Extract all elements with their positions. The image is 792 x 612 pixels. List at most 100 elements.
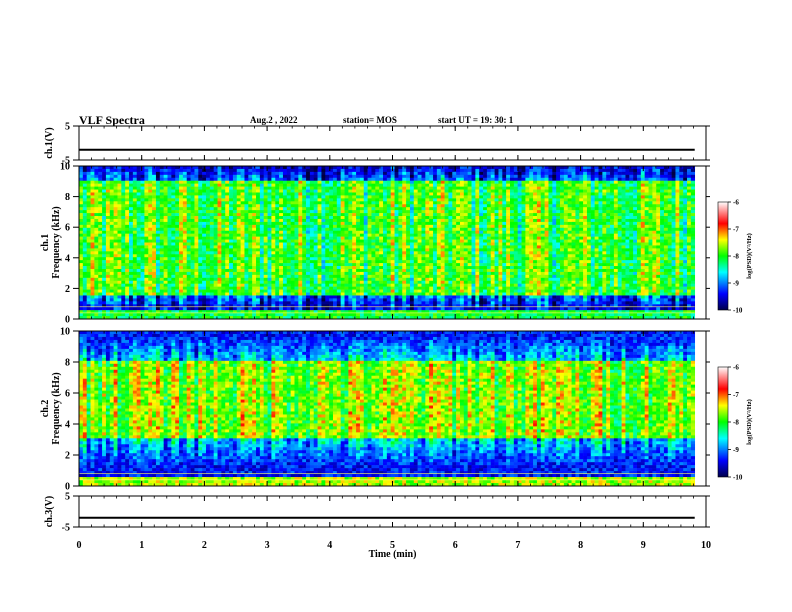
psd-cell (267, 227, 272, 232)
psd-cell (252, 277, 257, 282)
psd-cell (82, 236, 87, 240)
psd-cell (329, 251, 334, 255)
psd-cell (98, 204, 103, 208)
psd-cell (167, 218, 172, 223)
psd-cell (121, 227, 126, 232)
psd-cell (402, 174, 407, 179)
psd-cell (171, 210, 176, 214)
psd-cell (105, 236, 111, 240)
psd-cell (140, 286, 145, 290)
psd-cell (179, 216, 184, 220)
psd-cell (171, 292, 176, 296)
psd-cell (236, 218, 241, 223)
psd-cell (425, 236, 430, 240)
psd-cell (413, 213, 418, 217)
psd-cell (121, 254, 126, 258)
psd-cell (209, 218, 214, 223)
psd-cell (94, 242, 99, 246)
psd-cell (86, 313, 91, 317)
psd-cell (148, 218, 153, 223)
psd-cell (109, 257, 114, 261)
psd-cell (82, 260, 87, 264)
psd-cell (86, 298, 91, 302)
psd-cell (213, 227, 218, 232)
psd-cell (263, 168, 268, 173)
psd-cell (144, 192, 149, 196)
psd-cell (217, 224, 222, 229)
psd-cell (409, 204, 415, 208)
psd-cell (217, 316, 222, 320)
psd-cell (121, 286, 126, 290)
psd-cell (182, 177, 188, 182)
psd-cell (386, 289, 392, 293)
psd-cell (159, 171, 164, 176)
psd-cell (398, 201, 403, 205)
psd-cell (202, 189, 207, 193)
psd-cell (217, 266, 222, 270)
psd-cell (136, 224, 141, 229)
psd-cell (317, 280, 322, 284)
psd-cell (344, 166, 349, 170)
psd-cell (175, 233, 180, 237)
psd-cell (79, 233, 84, 237)
psd-cell (286, 286, 291, 290)
figure-title: VLF Spectra (79, 113, 145, 127)
psd-cell (136, 236, 141, 240)
psd-cell (159, 227, 164, 232)
psd-cell (325, 274, 330, 279)
psd-cell (302, 186, 307, 190)
psd-cell (152, 260, 157, 264)
psd-cell (409, 254, 415, 258)
psd-cell (356, 218, 361, 223)
psd-cell (367, 227, 372, 232)
psd-cell (313, 289, 318, 293)
psd-cell (282, 180, 288, 184)
psd-cell (340, 233, 345, 237)
psd-cell (171, 233, 176, 237)
psd-cell (102, 310, 107, 314)
psd-cell (98, 271, 103, 276)
psd-cell (129, 260, 134, 264)
psd-cell (82, 195, 87, 199)
psd-cell (105, 316, 111, 320)
psd-cell (102, 283, 107, 287)
psd-cell (102, 266, 107, 270)
psd-cell (298, 313, 303, 317)
psd-cell (417, 283, 422, 287)
psd-cell (367, 230, 372, 234)
psd-cell (286, 192, 291, 196)
psd-cell (82, 283, 87, 287)
psd-cell (413, 307, 418, 311)
psd-cell (267, 166, 272, 170)
psd-cell (244, 177, 249, 182)
psd-cell (417, 248, 422, 252)
psd-cell (182, 304, 188, 308)
psd-cell (436, 183, 442, 187)
psd-cell (279, 204, 284, 208)
psd-cell (244, 266, 249, 270)
psd-cell (205, 177, 211, 182)
psd-cell (240, 289, 245, 293)
psd-cell (248, 295, 253, 299)
psd-cell (383, 198, 388, 202)
psd-cell (352, 283, 357, 287)
psd-cell (298, 236, 303, 240)
psd-cell (344, 227, 349, 232)
psd-cell (336, 216, 341, 220)
y-tick-label: -5 (62, 156, 70, 167)
psd-cell (317, 186, 322, 190)
psd-cell (202, 257, 207, 261)
psd-cell (298, 251, 303, 255)
psd-cell (113, 216, 118, 220)
psd-cell (294, 236, 299, 240)
psd-cell (175, 257, 180, 261)
psd-cell (129, 254, 134, 258)
psd-cell (121, 207, 126, 211)
psd-cell (229, 304, 234, 308)
psd-cell (86, 189, 91, 193)
psd-cell (298, 180, 303, 184)
psd-cell (113, 292, 118, 296)
psd-cell (282, 286, 288, 290)
psd-cell (82, 224, 87, 229)
